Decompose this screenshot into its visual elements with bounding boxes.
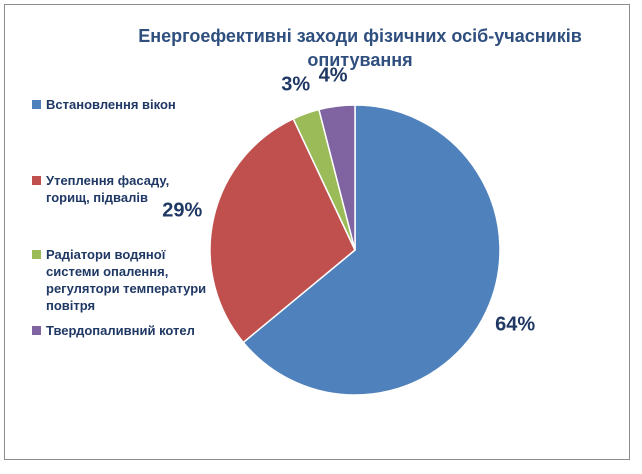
pie-slice-boiler [318,104,356,251]
pie-label-windows: 64% [495,314,535,336]
legend-label-radiators: Радіатори водяної системи опалення, регу… [46,247,207,313]
legend-item-windows: Встановлення вікон [32,96,176,113]
legend-swatch-radiators [32,250,41,259]
legend-item-insulation: Утеплення фасаду, горищ, підвалів [32,172,207,206]
chart-title: Енергоефективні заходи фізичних осіб-уча… [138,26,582,70]
legend-item-boiler: Твердопаливний котел [32,322,195,339]
legend-swatch-windows [32,100,41,109]
pie-label-insulation: 29% [162,200,202,222]
legend-item-radiators: Радіатори водяної системи опалення, регу… [32,246,207,314]
legend-swatch-boiler [32,326,41,335]
pie-slice-windows [242,104,501,396]
legend-label-insulation: Утеплення фасаду, горищ, підвалів [46,173,170,205]
pie-label-boiler: 4% [319,65,348,87]
legend-label-boiler: Твердопаливний котел [46,323,195,338]
legend-swatch-insulation [32,176,41,185]
pie-label-radiators: 3% [281,74,310,96]
legend-label-windows: Встановлення вікон [46,97,176,112]
pie-value-labels: 64% 29% 3% 4% [162,65,535,336]
pie-slices [209,104,501,396]
